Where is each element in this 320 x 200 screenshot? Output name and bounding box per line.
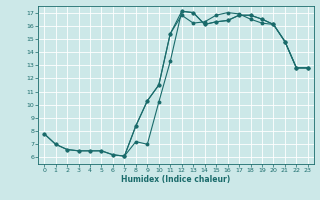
X-axis label: Humidex (Indice chaleur): Humidex (Indice chaleur): [121, 175, 231, 184]
